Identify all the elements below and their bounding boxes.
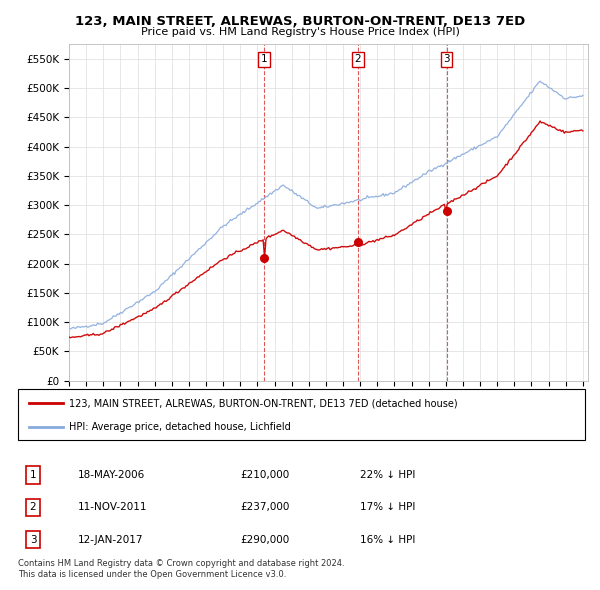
Text: Contains HM Land Registry data © Crown copyright and database right 2024.
This d: Contains HM Land Registry data © Crown c… — [18, 559, 344, 579]
Text: £290,000: £290,000 — [240, 535, 289, 545]
FancyBboxPatch shape — [18, 389, 585, 440]
Text: 17% ↓ HPI: 17% ↓ HPI — [360, 503, 415, 512]
Text: 1: 1 — [29, 470, 37, 480]
Text: 1: 1 — [260, 54, 267, 64]
Text: 16% ↓ HPI: 16% ↓ HPI — [360, 535, 415, 545]
Text: £237,000: £237,000 — [240, 503, 289, 512]
Text: Price paid vs. HM Land Registry's House Price Index (HPI): Price paid vs. HM Land Registry's House … — [140, 27, 460, 37]
Text: 3: 3 — [443, 54, 450, 64]
Text: 22% ↓ HPI: 22% ↓ HPI — [360, 470, 415, 480]
Text: 2: 2 — [355, 54, 361, 64]
Text: 123, MAIN STREET, ALREWAS, BURTON-ON-TRENT, DE13 7ED (detached house): 123, MAIN STREET, ALREWAS, BURTON-ON-TRE… — [69, 398, 458, 408]
Text: 123, MAIN STREET, ALREWAS, BURTON-ON-TRENT, DE13 7ED: 123, MAIN STREET, ALREWAS, BURTON-ON-TRE… — [75, 15, 525, 28]
Text: 11-NOV-2011: 11-NOV-2011 — [78, 503, 148, 512]
Text: HPI: Average price, detached house, Lichfield: HPI: Average price, detached house, Lich… — [69, 422, 291, 432]
Text: 12-JAN-2017: 12-JAN-2017 — [78, 535, 143, 545]
Text: 3: 3 — [29, 535, 37, 545]
Text: £210,000: £210,000 — [240, 470, 289, 480]
Text: 18-MAY-2006: 18-MAY-2006 — [78, 470, 145, 480]
Text: 2: 2 — [29, 503, 37, 512]
